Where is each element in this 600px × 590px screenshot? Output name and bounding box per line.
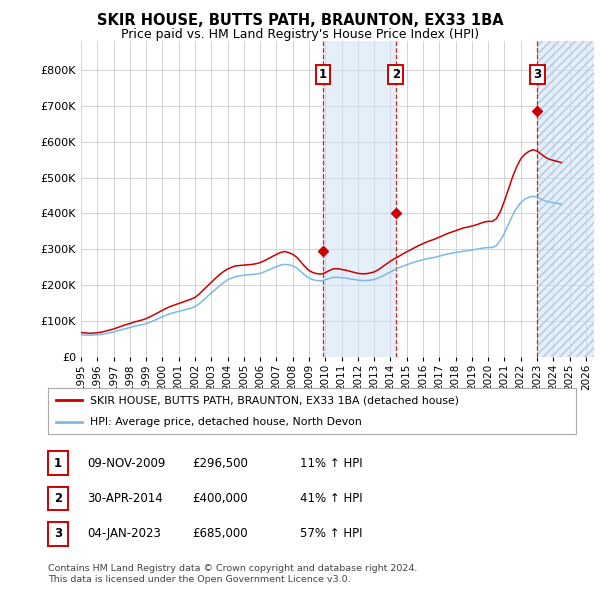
Text: 11% ↑ HPI: 11% ↑ HPI [300, 457, 362, 470]
Text: 1: 1 [54, 457, 62, 470]
Text: 3: 3 [533, 68, 541, 81]
Bar [323, 41, 396, 357]
Text: 57% ↑ HPI: 57% ↑ HPI [300, 527, 362, 540]
Text: 09-NOV-2009: 09-NOV-2009 [87, 457, 166, 470]
Text: Price paid vs. HM Land Registry's House Price Index (HPI): Price paid vs. HM Land Registry's House … [121, 28, 479, 41]
Text: 04-JAN-2023: 04-JAN-2023 [87, 527, 161, 540]
Bar [538, 41, 594, 357]
Text: SKIR HOUSE, BUTTS PATH, BRAUNTON, EX33 1BA: SKIR HOUSE, BUTTS PATH, BRAUNTON, EX33 1… [97, 13, 503, 28]
Text: This data is licensed under the Open Government Licence v3.0.: This data is licensed under the Open Gov… [48, 575, 350, 584]
Text: 1: 1 [319, 68, 327, 81]
Bar [538, 41, 594, 357]
Text: 41% ↑ HPI: 41% ↑ HPI [300, 492, 362, 505]
Text: 3: 3 [54, 527, 62, 540]
Text: 2: 2 [54, 492, 62, 505]
Text: £296,500: £296,500 [192, 457, 248, 470]
Text: £685,000: £685,000 [192, 527, 248, 540]
Text: SKIR HOUSE, BUTTS PATH, BRAUNTON, EX33 1BA (detached house): SKIR HOUSE, BUTTS PATH, BRAUNTON, EX33 1… [90, 395, 459, 405]
Text: HPI: Average price, detached house, North Devon: HPI: Average price, detached house, Nort… [90, 417, 362, 427]
Text: 30-APR-2014: 30-APR-2014 [87, 492, 163, 505]
Text: £400,000: £400,000 [192, 492, 248, 505]
Text: 2: 2 [392, 68, 400, 81]
Text: Contains HM Land Registry data © Crown copyright and database right 2024.: Contains HM Land Registry data © Crown c… [48, 565, 418, 573]
